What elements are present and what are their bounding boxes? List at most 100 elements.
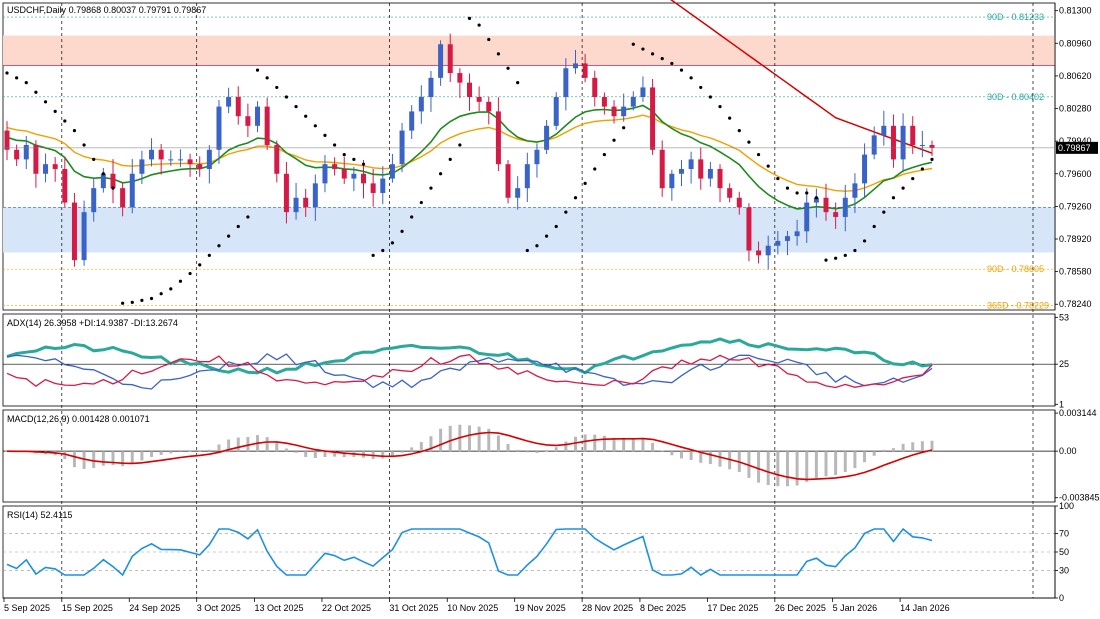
candle-body [553,97,559,126]
timeframe-text: Daily [46,5,67,15]
time-tick-label: 22 Oct 2025 [322,603,371,613]
candle-body [813,197,819,203]
candle-body [255,106,261,126]
price-tick-label: 0.79600 [1059,169,1092,179]
candle-body [312,183,318,208]
candle-body [428,77,434,98]
macd-histogram-bar [564,441,568,452]
current-price-box [1056,141,1098,154]
candle-body [389,164,395,179]
candle-body [775,240,781,246]
sar-dot [458,143,462,147]
candle-body [168,159,174,161]
sar-dot [602,152,606,157]
sar-dot [853,248,857,253]
time-tick-label: 19 Nov 2025 [515,603,566,613]
candle-body [399,130,405,165]
price-panel[interactable]: 90D - 0.81233 30D - 0.80402 90D - 0.78605 3… [2,0,1056,598]
candle-body [81,212,87,261]
di-minus-line [6,354,933,389]
sar-dot [323,133,327,137]
time-tick-label: 5 Jan 2026 [833,603,878,613]
ema-green-line [6,104,933,210]
macd-histogram-bar [776,451,780,487]
candle-body [678,168,684,174]
macd-histogram-bar [390,451,394,457]
macd-histogram-bar [207,449,211,452]
sar-dot [467,16,472,20]
candle-body [274,144,280,174]
macd-histogram-bar [477,426,481,452]
macd-histogram-bar [834,451,838,476]
sar-dot [390,241,395,245]
macd-histogram-bar [198,451,202,452]
sar-dot [689,76,693,80]
candle-body [630,97,636,107]
macd-histogram-bar [785,451,789,487]
macd-panel[interactable]: MACD(12,26,9) 0.001428 0.001071 [2,409,1056,503]
macd-histogram-bar [516,449,520,452]
sar-dot [43,100,48,104]
rsi-line [6,527,933,577]
rsi-panel[interactable]: RSI(14) 52.4115 [2,505,1056,599]
sar-dot [207,253,211,257]
candle-body [746,207,752,251]
macd-histogram-bar [217,444,221,452]
candle-body [871,135,877,155]
candle-body [890,125,896,160]
time-axis: 5 Sep 2025 15 Sep 2025 24 Sep 2025 3 Oct 20… [3,597,1055,613]
sar-dot [188,271,192,276]
macd-histogram-bar [265,437,269,452]
sar-dot [255,68,260,72]
adx-panel[interactable]: ADX(14) 26.3958 +DI:14.9387 -DI:13.2674 [2,313,1056,407]
time-tick-label: 24 Sep 2025 [129,603,180,613]
price-tick-label: 0.81300 [1059,6,1092,16]
sar-dot [506,66,510,70]
sar-dot [785,186,790,190]
candle-body [650,87,656,150]
adx-tick-label: 53 [1059,312,1069,322]
sar-dot [843,253,847,257]
candle-body [158,149,164,160]
di-plus-line [6,352,933,390]
candle-body [707,168,713,179]
candle-body [14,149,20,160]
sar-dot [400,229,404,233]
macd-histogram-bar [660,450,664,452]
macd-histogram-bar [101,451,105,466]
candle-body [62,168,68,203]
macd-histogram-bar [891,448,895,452]
sar-dot [63,119,67,123]
chart-header: USDCHF,Daily 0.79868 0.80037 0.79791 0.7… [7,5,206,15]
candle-body [495,111,501,165]
candle-body [842,197,848,217]
candle-body [900,125,906,160]
sar-dot [294,105,298,109]
sar-dot [573,196,578,200]
sar-dot [641,47,645,51]
rsi-tick-label: 100 [1059,501,1074,511]
adx-label: ADX(14) 26.3958 +DI:14.9387 -DI:13.2674 [7,318,178,328]
time-tick-label: 3 Oct 2025 [197,603,241,613]
candle-body [572,63,578,69]
sar-dot [795,191,799,195]
sar-dot [236,224,240,229]
sar-dot [535,244,539,248]
macd-histogram-bar [140,451,144,461]
candle-body [505,164,511,198]
candle-body [149,149,155,160]
sar-dot [670,61,674,66]
macd-histogram-bar [689,451,693,460]
sar-dot [766,164,770,168]
candle-body [736,197,742,208]
macd-histogram-bar [284,448,288,452]
sar-dot [650,52,655,56]
sar-dot [708,95,712,99]
macd-histogram-bar [863,451,867,463]
sar-dot [583,181,587,185]
candle-body [611,106,617,117]
sar-dot [612,138,616,142]
macd-histogram-bar [169,451,173,454]
candle-body [804,202,810,232]
